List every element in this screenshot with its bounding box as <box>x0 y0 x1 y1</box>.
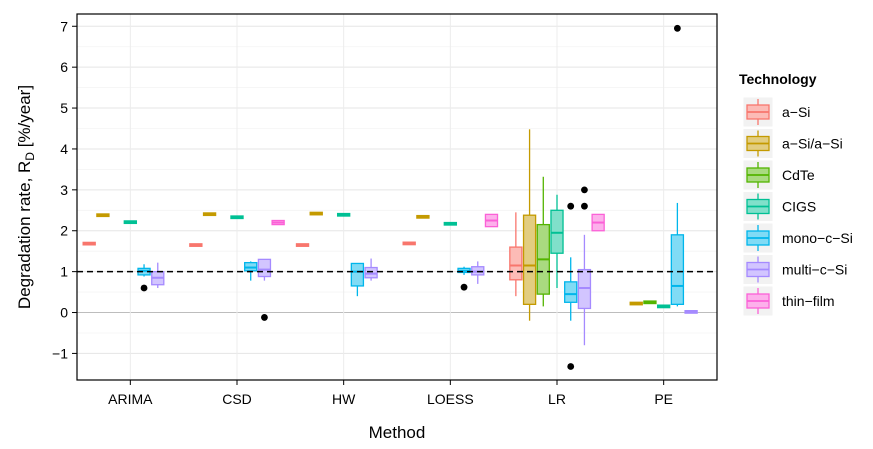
box-body <box>670 234 685 305</box>
outlier-point <box>261 314 268 321</box>
y-tick-label: 1 <box>60 264 68 280</box>
box-body <box>350 262 365 287</box>
box-body <box>577 268 592 310</box>
data-layer <box>77 24 717 370</box>
box-CSD-mono−c−Si <box>244 261 258 281</box>
box-body <box>257 258 272 278</box>
outlier-point <box>460 283 468 291</box>
box-PE-mono−c−Si <box>670 24 685 307</box>
box-body <box>550 209 564 254</box>
box-LOESS-a−Si <box>402 241 416 246</box>
box-ARIMA-a−Si <box>82 241 96 246</box>
outlier-point <box>567 202 575 210</box>
box-HW-CIGS <box>336 212 351 217</box>
legend-item: mono−c−Si <box>742 222 853 254</box>
grid-layer <box>77 14 717 380</box>
legend-label: multi−c−Si <box>782 262 847 278</box>
box-ARIMA-CIGS <box>123 220 138 225</box>
box-HW-multi−c−Si <box>364 258 378 281</box>
outlier-point <box>567 363 575 370</box>
legend-label: thin−film <box>782 293 835 309</box>
x-axis-title: Method <box>369 423 426 442</box>
box-LOESS-a−Si/a−Si <box>416 214 430 219</box>
y-tick-label: 0 <box>60 305 68 321</box>
box-PE-a−Si/a−Si <box>629 301 643 306</box>
box-PE-CIGS <box>656 304 671 309</box>
y-axis-title-unit: [%/year] <box>15 85 34 152</box>
x-tick-label: ARIMA <box>108 391 153 407</box>
plot-border <box>76 13 718 381</box>
box-PE-multi−c−Si <box>684 310 698 314</box>
box-ARIMA-a−Si/a−Si <box>96 213 110 218</box>
y-axis-title-sub: D <box>23 152 37 161</box>
y-tick-label: 5 <box>60 100 68 116</box>
outlier-point <box>581 202 588 210</box>
x-tick-label: PE <box>654 391 673 407</box>
box-body <box>364 266 378 279</box>
box-LR-thin−film <box>591 213 605 232</box>
y-tick-label: −1 <box>52 345 68 361</box>
legend-title: Technology <box>739 71 817 87</box>
legend-item: multi−c−Si <box>742 254 847 285</box>
box-LOESS-thin−film <box>484 213 499 228</box>
box-body <box>509 246 523 281</box>
y-tick-label: 2 <box>60 223 68 239</box>
box-LR-multi−c−Si <box>577 186 592 346</box>
y-tick-label: 7 <box>60 18 68 34</box>
legend-item: a−Si <box>742 96 810 128</box>
box-PE-CdTe <box>643 300 657 305</box>
legend-label: a−Si/a−Si <box>782 136 843 152</box>
outlier-point <box>581 186 588 194</box>
y-tick-label: 4 <box>60 141 68 157</box>
legend-item: CIGS <box>742 191 816 222</box>
box-HW-a−Si/a−Si <box>309 211 323 216</box>
y-axis-title: Degradation rate, RD [%/year] <box>15 85 37 309</box>
box-HW-a−Si <box>295 243 310 247</box>
axis-layer: −1 0 1 2 3 4 5 6 7 ARIMA CSD HW LOESS LR PE <box>52 18 673 407</box>
box-LR-a−Si/a−Si <box>522 129 537 321</box>
box-LOESS-CIGS <box>443 221 458 226</box>
box-CSD-thin−film <box>271 219 285 226</box>
legend-item: CdTe <box>742 159 815 191</box>
box-CSD-CIGS <box>230 215 244 220</box>
outlier-point <box>140 284 148 292</box>
y-tick-label: 3 <box>60 182 68 198</box>
box-body <box>564 281 578 303</box>
box-CSD-a−Si <box>189 243 203 247</box>
box-LR-CIGS <box>550 194 564 288</box>
x-tick-label: LOESS <box>427 391 474 407</box>
legend-item: thin−film <box>742 285 835 317</box>
legend: Technology a−Si a−Si/a−Si CdTe CIGS mono−c−S… <box>739 71 853 317</box>
x-tick-label: HW <box>332 391 356 407</box>
legend-label: mono−c−Si <box>782 230 853 246</box>
x-tick-label: LR <box>548 391 566 407</box>
y-tick-label: 6 <box>60 59 68 75</box>
outlier-point <box>673 24 681 32</box>
x-tick-label: CSD <box>222 391 252 407</box>
box-LOESS-mono−c−Si <box>457 266 471 291</box>
legend-label: CIGS <box>782 199 816 215</box>
y-axis-title-main: Degradation rate, R <box>15 161 34 309</box>
box-body <box>522 214 537 305</box>
box-LR-CdTe <box>536 176 550 307</box>
box-LR-mono−c−Si <box>564 202 578 370</box>
legend-item: a−Si/a−Si <box>742 128 843 159</box>
plot-panel <box>77 14 717 380</box>
legend-label: a−Si <box>782 104 810 120</box>
box-CSD-a−Si/a−Si <box>202 212 217 217</box>
legend-label: CdTe <box>782 167 815 183</box>
